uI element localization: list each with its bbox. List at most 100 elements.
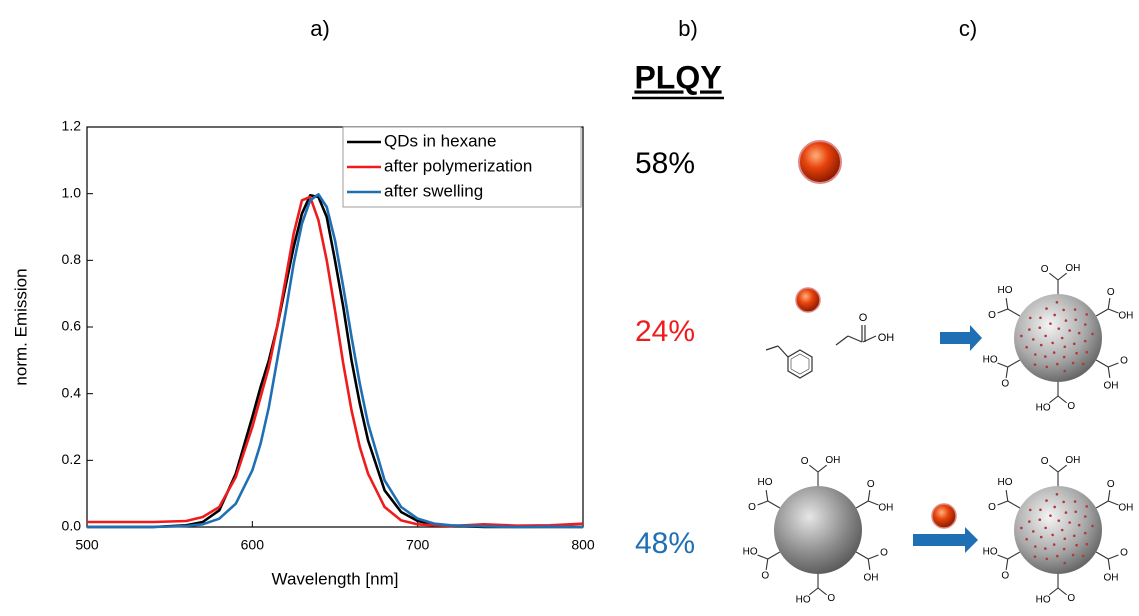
y-tick-label: 0.6 — [62, 318, 82, 334]
bond — [766, 490, 768, 501]
bond — [758, 555, 768, 559]
y-tick-label: 1.0 — [62, 184, 82, 200]
qd-dot — [1057, 327, 1060, 330]
qd-dot — [1062, 501, 1065, 504]
plqy-value: 58% — [635, 147, 695, 180]
qd-dot — [1084, 532, 1087, 535]
atom-label: O — [1120, 547, 1128, 558]
qd-dot — [1044, 335, 1047, 338]
atom-label: O — [1107, 287, 1115, 298]
qd-dot — [1056, 363, 1059, 366]
legend-label: QDs in hexane — [384, 131, 496, 150]
bond — [1096, 309, 1108, 316]
qd-dot — [1038, 518, 1041, 521]
atom-label: HO — [983, 547, 998, 558]
plqy-value: 24% — [635, 315, 695, 348]
atom-label: O — [801, 456, 809, 467]
panel-label: b) — [678, 16, 698, 41]
quantum-dot — [796, 288, 820, 312]
qd-dot — [1078, 332, 1081, 335]
bond — [868, 490, 870, 501]
qd-dot — [1061, 529, 1064, 532]
qd-dot — [1074, 500, 1077, 503]
polymer-sphere — [1014, 486, 1102, 574]
atom-label: O — [1067, 593, 1075, 604]
qd-dot — [1032, 338, 1035, 341]
bond — [998, 555, 1008, 559]
qd-dot — [1053, 543, 1056, 546]
qd-dot — [1056, 555, 1059, 558]
quantum-dot — [932, 504, 956, 528]
bond — [818, 588, 827, 595]
qd-dot — [1068, 521, 1071, 524]
atom-label: HO — [1036, 402, 1051, 413]
qd-dot — [1085, 505, 1088, 508]
legend-label: after swelling — [384, 181, 483, 200]
qd-dot — [1025, 538, 1028, 541]
y-tick-label: 0.8 — [62, 251, 82, 267]
qd-dot — [1082, 555, 1085, 558]
qd-dot — [1086, 351, 1089, 354]
qd-dot — [1073, 534, 1076, 537]
x-tick-label: 800 — [571, 537, 595, 553]
bond — [1006, 298, 1008, 309]
bond — [1108, 559, 1110, 570]
bond — [758, 501, 768, 505]
qd-dot — [1040, 344, 1043, 347]
bond — [1049, 465, 1058, 472]
atom-label: O — [880, 547, 888, 558]
bond — [1049, 273, 1058, 280]
qd-dot — [1074, 510, 1077, 513]
x-axis-label: Wavelength [nm] — [272, 569, 399, 588]
atom-label: O — [859, 312, 868, 324]
atom-label: OH — [878, 332, 895, 344]
arrow — [940, 325, 982, 351]
atom-label: O — [761, 570, 769, 581]
qd-dot — [1051, 534, 1054, 537]
y-tick-label: 0.2 — [62, 451, 82, 467]
qd-dot — [1044, 527, 1047, 530]
qd-dot — [1082, 363, 1085, 366]
bond — [998, 309, 1008, 313]
atom-label: O — [1041, 456, 1049, 467]
qd-dot — [1020, 335, 1023, 338]
qd-dot — [1034, 555, 1037, 558]
qd-dot — [1029, 509, 1032, 512]
qd-dot — [1086, 543, 1089, 546]
bond — [1096, 360, 1108, 367]
atom-label: O — [1001, 570, 1009, 581]
qd-dot — [1084, 340, 1087, 343]
atom-label: O — [827, 593, 835, 604]
atom-label: O — [1041, 264, 1049, 275]
atom-label: HO — [796, 594, 811, 605]
atom-label: O — [988, 502, 996, 513]
qd-dot — [1075, 352, 1078, 355]
bond — [766, 559, 768, 570]
qd-dot — [1034, 353, 1037, 356]
qd-dot — [1063, 356, 1066, 359]
qd-dot — [1025, 346, 1028, 349]
qd-dot — [1063, 345, 1066, 348]
bond — [1006, 490, 1008, 501]
bond — [998, 363, 1008, 367]
legend-label: after polymerization — [384, 156, 532, 175]
qd-dot — [1065, 511, 1068, 514]
qd-dot — [1065, 319, 1068, 322]
qd-dot — [1074, 308, 1077, 311]
qd-dot — [1063, 537, 1066, 540]
qd-dot — [1045, 558, 1048, 561]
bond — [1058, 465, 1067, 472]
bond — [856, 501, 868, 508]
qd-dot — [1044, 547, 1047, 550]
atom-label: OH — [825, 455, 840, 466]
qd-dot — [1057, 519, 1060, 522]
qd-dot — [1072, 554, 1075, 557]
qd-dot — [1063, 548, 1066, 551]
series-line — [87, 194, 583, 527]
plqy-title: PLQY — [634, 59, 721, 95]
atom-label: HO — [983, 355, 998, 366]
atom-label: O — [748, 502, 756, 513]
y-tick-label: 0.4 — [62, 384, 82, 400]
bond — [1058, 396, 1067, 403]
polymer-sphere — [774, 486, 862, 574]
